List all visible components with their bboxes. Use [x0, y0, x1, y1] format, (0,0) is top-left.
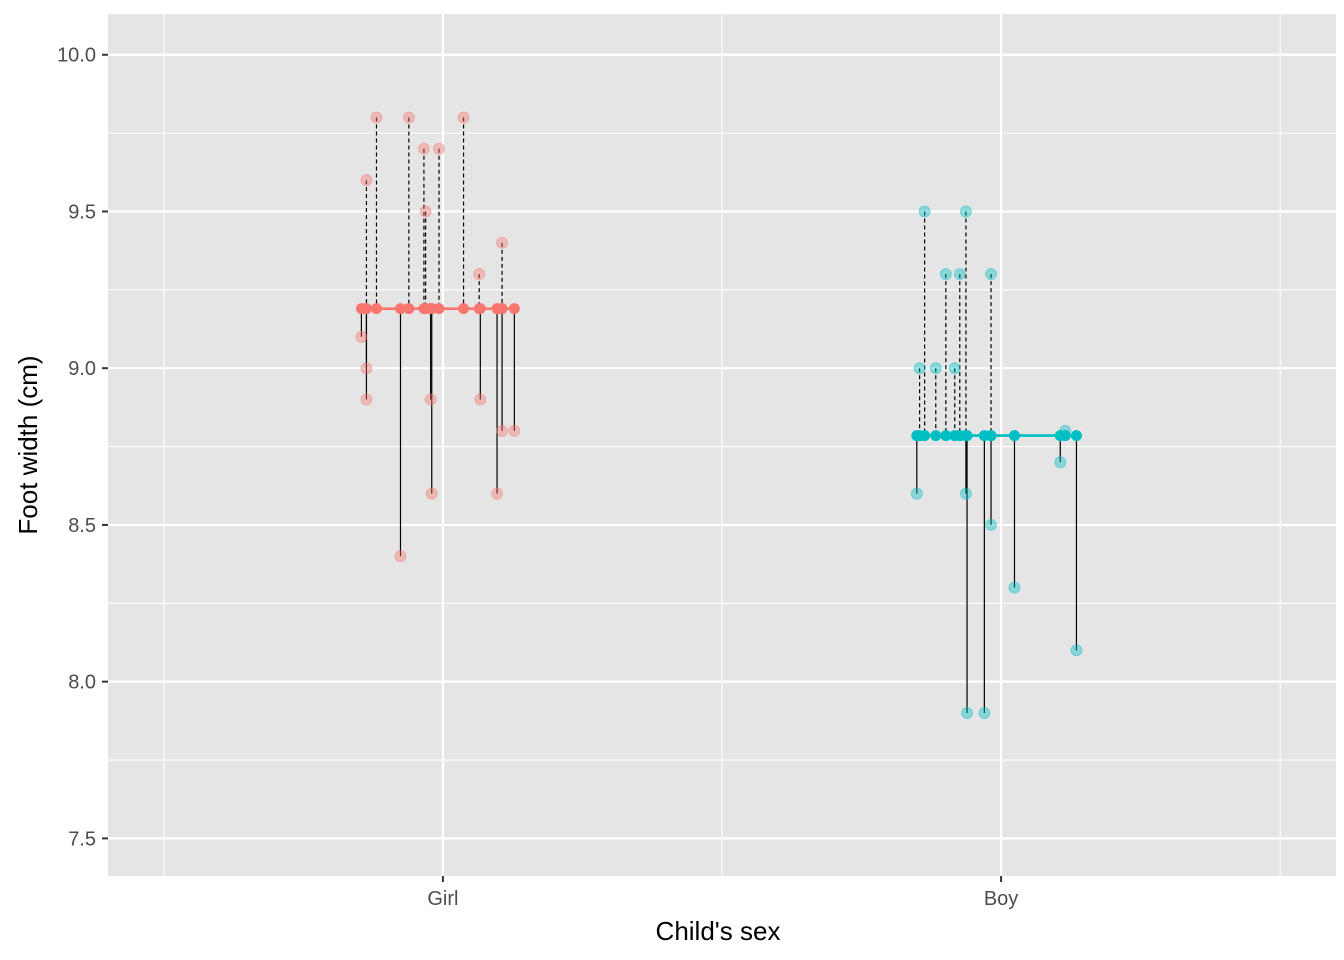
- mean-point: [1070, 430, 1082, 442]
- y-axis-title: Foot width (cm): [13, 355, 43, 534]
- x-axis-title: Child's sex: [656, 916, 781, 946]
- mean-point: [403, 303, 415, 315]
- observed-point: [978, 707, 991, 720]
- series-girl: [355, 111, 521, 563]
- y-axis: 7.5 8.0 8.5 9.0 9.5 10.0: [57, 45, 108, 850]
- observed-point: [1008, 581, 1021, 594]
- observed-point: [496, 236, 509, 249]
- y-tick-label: 7.5: [68, 828, 96, 850]
- mean-point: [961, 430, 973, 442]
- observed-point: [959, 487, 972, 500]
- observed-point: [419, 205, 432, 218]
- observed-point: [424, 393, 437, 406]
- observed-point: [496, 424, 509, 437]
- y-tick-label: 10.0: [57, 45, 96, 67]
- observed-point: [360, 174, 373, 187]
- mean-point: [1008, 430, 1020, 442]
- mean-point: [985, 430, 997, 442]
- observed-point: [910, 487, 923, 500]
- series-boy: [910, 205, 1083, 720]
- x-tick-label: Boy: [984, 888, 1018, 910]
- mean-point: [433, 303, 445, 315]
- x-tick-label: Girl: [427, 888, 458, 910]
- mean-point: [919, 430, 931, 442]
- y-tick-label: 8.5: [68, 515, 96, 537]
- mean-point: [508, 303, 520, 315]
- observed-point: [402, 111, 415, 124]
- x-axis: Girl Boy: [427, 876, 1018, 910]
- observed-point: [360, 362, 373, 375]
- mean-point: [474, 303, 486, 315]
- observed-point: [918, 205, 931, 218]
- mean-point: [496, 303, 508, 315]
- observed-point: [1054, 456, 1067, 469]
- observed-point: [929, 362, 942, 375]
- mean-point: [458, 303, 470, 315]
- y-tick-label: 9.5: [68, 201, 96, 223]
- observed-point: [355, 330, 368, 343]
- observed-point: [417, 142, 430, 155]
- observed-point: [948, 362, 961, 375]
- mean-point: [1059, 430, 1071, 442]
- mean-point: [370, 303, 382, 315]
- observed-point: [913, 362, 926, 375]
- observed-point: [985, 268, 998, 281]
- y-tick-label: 8.0: [68, 672, 96, 694]
- observed-point: [360, 393, 373, 406]
- observed-point: [474, 393, 487, 406]
- observed-point: [433, 142, 446, 155]
- observed-point: [370, 111, 383, 124]
- grid-lines: [108, 14, 1336, 876]
- observed-point: [985, 518, 998, 531]
- observed-point: [961, 707, 974, 720]
- observed-point: [1070, 644, 1083, 657]
- mean-point: [940, 430, 952, 442]
- observed-point: [939, 268, 952, 281]
- observed-point: [508, 424, 521, 437]
- mean-point: [930, 430, 942, 442]
- y-tick-label: 9.0: [68, 358, 96, 380]
- mean-point: [360, 303, 372, 315]
- observed-point: [457, 111, 470, 124]
- observed-point: [394, 550, 407, 563]
- observed-point: [953, 268, 966, 281]
- observed-point: [473, 268, 486, 281]
- mean-point: [394, 303, 406, 315]
- data-marks: [355, 111, 1083, 720]
- observed-point: [959, 205, 972, 218]
- observed-point: [425, 487, 438, 500]
- observed-point: [491, 487, 504, 500]
